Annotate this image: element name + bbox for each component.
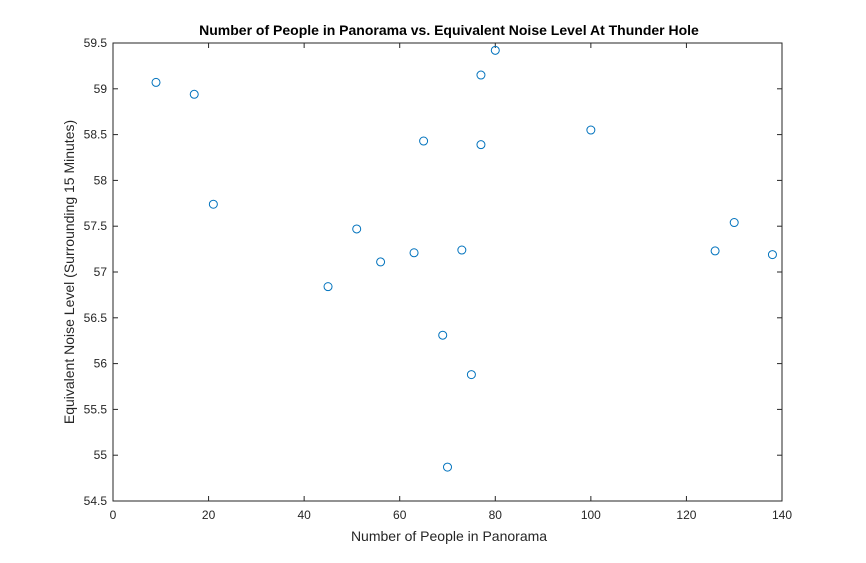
axes: [112, 42, 783, 502]
y-tick-label: 55.5: [84, 402, 108, 416]
x-tick-label: 20: [202, 508, 216, 522]
data-point: [729, 218, 739, 228]
x-tick-label: 140: [772, 508, 792, 522]
y-tick-label: 59.5: [84, 36, 108, 50]
x-tick-label: 80: [489, 508, 503, 522]
y-tick-label: 58.5: [84, 128, 108, 142]
data-point: [490, 45, 500, 55]
data-point: [208, 199, 218, 209]
x-tick-label: 0: [110, 508, 117, 522]
plot-frame: [112, 42, 783, 502]
data-point: [767, 250, 777, 260]
y-tick-label: 58: [94, 173, 108, 187]
y-tick-label: 56.5: [84, 311, 108, 325]
data-point: [409, 248, 419, 258]
y-tick-label: 55: [94, 448, 108, 462]
y-axis-label: Equivalent Noise Level (Surrounding 15 M…: [61, 120, 77, 424]
y-tick-label: 56: [94, 357, 108, 371]
data-point: [586, 125, 596, 135]
y-tick-label: 57: [94, 265, 108, 279]
x-tick-label: 60: [393, 508, 407, 522]
data-point: [466, 370, 476, 380]
x-axis-label: Number of People in Panorama: [351, 528, 547, 544]
chart-title: Number of People in Panorama vs. Equival…: [199, 22, 699, 38]
x-tick-label: 120: [676, 508, 696, 522]
y-tick-label: 59: [94, 82, 108, 96]
y-tick-label: 54.5: [84, 494, 108, 508]
data-point: [443, 462, 452, 472]
x-axis-ticks: 0 20 40 60 80 100 120 140: [110, 43, 792, 522]
data-point: [476, 140, 486, 150]
data-point: [323, 282, 333, 292]
data-point: [376, 257, 386, 267]
data-point: [151, 77, 161, 87]
y-axis-ticks: 54.5 55 55.5 56 56.5 57 57.5 58 58.5 59 59.5: [84, 36, 782, 508]
data-point: [457, 245, 467, 255]
x-tick-label: 100: [581, 508, 601, 522]
y-tick-label: 57.5: [84, 219, 108, 233]
data-point: [419, 136, 429, 146]
data-point: [438, 330, 448, 340]
data-points: [151, 45, 777, 472]
data-point: [189, 89, 199, 99]
data-point: [352, 224, 362, 234]
x-tick-label: 40: [297, 508, 311, 522]
data-point: [476, 70, 486, 80]
data-point: [710, 246, 720, 256]
